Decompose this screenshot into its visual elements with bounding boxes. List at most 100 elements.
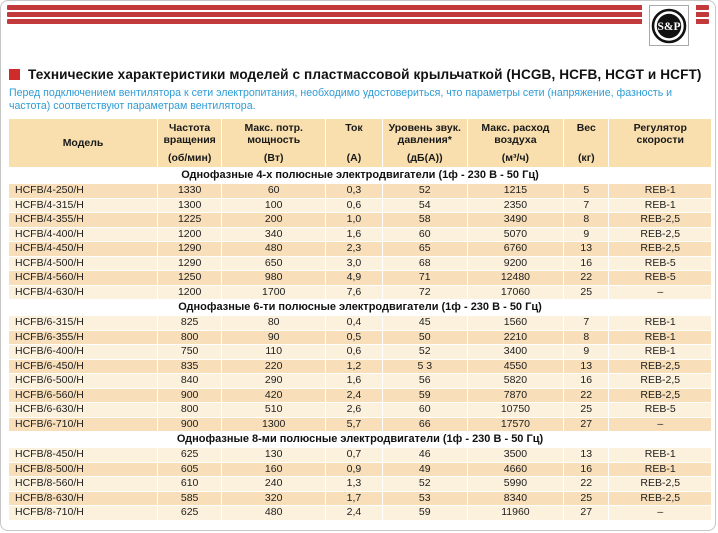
model-cell: HCFB/4-250/H [9,184,158,198]
value-cell: 0,6 [326,198,382,212]
value-cell: REB-5 [609,256,711,270]
model-cell: HCFB/6-500/H [9,374,158,388]
section-row: Однофазные 4-х полюсные электродвигатели… [9,168,711,183]
col-unit: (м³/ч) [501,151,530,164]
col-unit: (А) [346,151,362,164]
model-cell: HCFB/8-630/H [9,491,158,505]
value-cell: 1,7 [326,491,382,505]
table-row: HCFB/8-710/H 625 480 2,4 59 11960 27– [9,506,711,520]
col-label: Модель [62,136,104,149]
value-cell: 59 [382,388,467,402]
value-cell: 750 [158,345,222,359]
value-cell: 13 [564,359,609,373]
value-cell: 7 [564,198,609,212]
col-header-model: Модель [9,119,158,167]
value-cell: 3500 [467,448,564,462]
value-cell: 800 [158,330,222,344]
value-cell: 72 [382,285,467,299]
value-cell: 5820 [467,374,564,388]
value-cell: REB-2,5 [609,242,711,256]
value-cell: 625 [158,448,222,462]
value-cell: REB-1 [609,330,711,344]
value-cell: 900 [158,388,222,402]
section-title: Однофазные 6-ти полюсные электродвигател… [9,300,711,315]
value-cell: 5 [564,184,609,198]
value-cell: 1200 [158,285,222,299]
value-cell: – [609,417,711,431]
value-cell: 2210 [467,330,564,344]
table-row: HCFB/6-630/H 800 510 2,6 60 10750 25 REB-5 [9,403,711,417]
table-row: HCFB/4-355/H 1225 200 1,0 58 3490 8 REB-2,5 [9,213,711,227]
col-header-noise: Уровень звук. давления* (дБ(А)) [382,119,467,167]
table-header: Модель Частота вращения (об/мин) Макс. по… [9,119,711,167]
value-cell: 0,5 [326,330,382,344]
value-cell: REB-2,5 [609,477,711,491]
value-cell: 9 [564,227,609,241]
title-row: Технические характеристики моделей с пла… [9,67,709,82]
section-row: Однофазные 8-ми полюсные электродвигател… [9,432,711,447]
value-cell: 60 [222,184,326,198]
value-cell: 4,9 [326,271,382,285]
value-cell: 54 [382,198,467,212]
col-header-airflow: Макс. расход воздуха (м³/ч) [467,119,564,167]
value-cell: 17060 [467,285,564,299]
value-cell: 4550 [467,359,564,373]
red-stripe [7,5,709,10]
model-cell: HCFB/8-560/H [9,477,158,491]
value-cell: 2,4 [326,506,382,520]
value-cell: 7,6 [326,285,382,299]
model-cell: HCFB/4-630/H [9,285,158,299]
value-cell: 1330 [158,184,222,198]
table-row: HCFB/4-500/H 1290 650 3,0 68 9200 16 REB-5 [9,256,711,270]
value-cell: 65 [382,242,467,256]
value-cell: REB-2,5 [609,213,711,227]
value-cell: 480 [222,242,326,256]
col-unit: (об/мин) [167,151,212,164]
value-cell: 80 [222,316,326,330]
col-header-weight: Вес (кг) [564,119,609,167]
table-row: HCFB/6-500/H 840 290 1,6 56 5820 16 REB-2,5 [9,374,711,388]
model-cell: HCFB/6-630/H [9,403,158,417]
col-unit: (кг) [577,151,595,164]
value-cell: 46 [382,448,467,462]
value-cell: 11960 [467,506,564,520]
value-cell: 16 [564,374,609,388]
value-cell: 25 [564,491,609,505]
model-cell: HCFB/4-315/H [9,198,158,212]
value-cell: 25 [564,403,609,417]
value-cell: 2350 [467,198,564,212]
value-cell: 8340 [467,491,564,505]
model-cell: HCFB/4-355/H [9,213,158,227]
table-row: HCFB/4-250/H 1330 60 0,3 52 1215 5 REB-1 [9,184,711,198]
model-cell: HCFB/8-500/H [9,462,158,476]
model-cell: HCFB/6-315/H [9,316,158,330]
sp-logo-icon: S&P [651,8,687,43]
value-cell: REB-2,5 [609,491,711,505]
value-cell: 2,4 [326,388,382,402]
model-cell: HCFB/8-450/H [9,448,158,462]
page-title: Технические характеристики моделей с пла… [28,67,702,82]
col-label: Ток [345,122,363,134]
model-cell: HCFB/6-560/H [9,388,158,402]
table-row: HCFB/6-560/H 900 420 2,4 59 7870 22 REB-2,5 [9,388,711,402]
value-cell: 59 [382,506,467,520]
col-unit: (Вт) [263,151,284,164]
value-cell: 5,7 [326,417,382,431]
table-row: HCFB/6-315/H 825 80 0,4 45 1560 7 REB-1 [9,316,711,330]
value-cell: 800 [158,403,222,417]
value-cell: 53 [382,491,467,505]
value-cell: 2,3 [326,242,382,256]
red-stripe [7,12,709,17]
value-cell: 340 [222,227,326,241]
value-cell: 835 [158,359,222,373]
value-cell: 625 [158,506,222,520]
value-cell: 5 3 [382,359,467,373]
value-cell: 0,4 [326,316,382,330]
col-label: Регулятор скорости [633,122,687,147]
value-cell: 1290 [158,242,222,256]
section-title: Однофазные 4-х полюсные электродвигатели… [9,168,711,183]
red-square-bullet-icon [9,69,20,80]
value-cell: 3400 [467,345,564,359]
value-cell: 50 [382,330,467,344]
